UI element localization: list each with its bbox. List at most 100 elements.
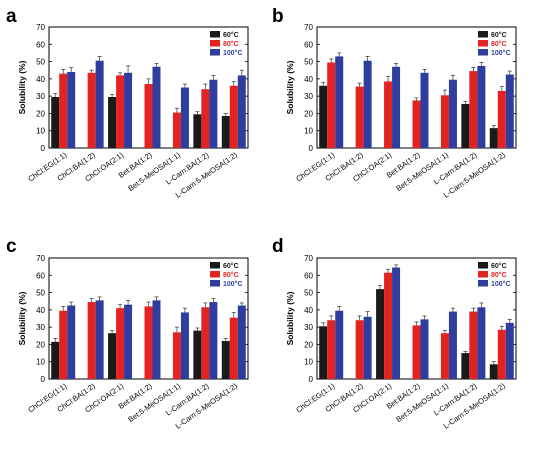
y-tick-label: 60	[36, 271, 45, 280]
legend-entry: 80°C	[491, 271, 507, 279]
bar-c-2-series-3	[95, 300, 104, 379]
legend-entry: 60°C	[491, 262, 507, 270]
y-tick-label: 0	[41, 375, 46, 384]
y-tick-label: 70	[304, 254, 313, 263]
y-tick-label: 30	[36, 92, 45, 101]
bar-d-3-series-1	[376, 289, 385, 379]
y-axis-title: Solubility (%)	[285, 291, 295, 345]
panel-letter: b	[272, 6, 284, 27]
y-tick-label: 40	[304, 75, 313, 84]
y-tick-label: 10	[304, 127, 313, 136]
bar-c-5-series-3	[180, 312, 189, 379]
bar-d-7-series-3	[505, 322, 514, 379]
bar-c-7-series-3	[237, 305, 246, 379]
legend-swatch	[478, 262, 488, 269]
bar-d-7-series-1	[489, 364, 498, 379]
y-axis-title: Solubility (%)	[285, 60, 295, 114]
legend-entry: 80°C	[223, 40, 239, 48]
legend-swatch	[210, 40, 220, 47]
y-tick-label: 60	[304, 40, 313, 49]
y-tick-label: 30	[304, 92, 313, 101]
y-tick-label: 60	[36, 40, 45, 49]
legend-entry: 100°C	[491, 49, 511, 57]
bar-c-6-series-1	[193, 330, 202, 379]
legend-swatch	[210, 262, 220, 269]
bar-b-7-series-3	[505, 74, 514, 148]
y-tick-label: 10	[36, 358, 45, 367]
bar-a-1-series-1	[51, 97, 60, 148]
bar-b-7-series-1	[489, 128, 498, 148]
legend-entry: 60°C	[223, 262, 239, 270]
bar-b-2-series-2	[355, 86, 364, 148]
bar-c-6-series-2	[201, 307, 210, 379]
legend-entry: 60°C	[223, 31, 239, 39]
bar-c-7-series-1	[221, 340, 230, 379]
legend-swatch	[210, 31, 220, 38]
y-tick-label: 0	[309, 144, 314, 153]
bar-b-4-series-2	[412, 100, 421, 148]
legend-entry: 100°C	[491, 280, 511, 288]
y-tick-label: 60	[304, 271, 313, 280]
bar-d-5-series-2	[440, 333, 449, 379]
bar-c-7-series-2	[229, 317, 238, 379]
bar-b-5-series-2	[440, 95, 449, 148]
y-tick-label: 40	[304, 306, 313, 315]
y-tick-label: 30	[36, 323, 45, 332]
y-tick-label: 50	[304, 58, 313, 67]
bar-c-3-series-3	[124, 304, 133, 379]
bar-c-5-series-2	[172, 332, 181, 379]
y-tick-label: 20	[304, 340, 313, 349]
y-tick-label: 70	[36, 254, 45, 263]
bar-b-3-series-2	[384, 81, 393, 148]
bar-b-6-series-3	[477, 65, 486, 148]
bar-d-6-series-2	[469, 311, 478, 379]
bar-b-3-series-3	[392, 66, 401, 148]
panel-letter: d	[272, 236, 284, 257]
legend-swatch	[478, 280, 488, 287]
bar-a-7-series-2	[229, 85, 238, 148]
y-tick-label: 40	[36, 306, 45, 315]
bar-d-4-series-2	[412, 325, 421, 379]
bar-d-2-series-3	[363, 316, 372, 379]
bar-d-3-series-3	[392, 267, 401, 379]
y-tick-label: 50	[36, 58, 45, 67]
legend-entry: 80°C	[223, 271, 239, 279]
y-tick-label: 10	[304, 358, 313, 367]
bar-b-5-series-3	[448, 79, 457, 148]
bar-b-1-series-3	[335, 56, 344, 149]
bar-b-1-series-2	[327, 62, 336, 148]
bar-a-1-series-2	[59, 73, 68, 148]
y-tick-label: 0	[309, 375, 314, 384]
legend-swatch	[210, 280, 220, 287]
y-tick-label: 40	[36, 75, 45, 84]
bar-a-7-series-1	[221, 116, 230, 148]
legend-swatch	[210, 49, 220, 56]
legend-swatch	[478, 31, 488, 38]
bar-d-4-series-3	[420, 319, 429, 379]
bar-a-7-series-3	[237, 75, 246, 148]
bar-d-1-series-2	[327, 320, 336, 379]
legend-entry: 100°C	[223, 280, 243, 288]
bar-b-7-series-2	[497, 90, 506, 148]
bar-b-2-series-3	[363, 60, 372, 149]
bar-c-1-series-2	[59, 310, 68, 379]
y-axis-title: Solubility (%)	[17, 291, 27, 345]
y-tick-label: 70	[304, 23, 313, 32]
bar-b-6-series-1	[461, 103, 470, 148]
y-tick-label: 70	[36, 23, 45, 32]
bar-c-2-series-2	[87, 302, 96, 379]
bar-d-1-series-1	[319, 326, 328, 379]
y-tick-label: 50	[36, 289, 45, 298]
bar-b-1-series-1	[319, 85, 328, 148]
bar-a-6-series-1	[193, 114, 202, 148]
bar-a-5-series-2	[172, 112, 181, 148]
bar-b-4-series-3	[420, 72, 429, 148]
bar-d-3-series-2	[384, 272, 393, 379]
bar-a-6-series-3	[209, 79, 218, 148]
legend-swatch	[478, 49, 488, 56]
bar-c-6-series-3	[209, 302, 218, 379]
bar-a-5-series-3	[180, 87, 189, 148]
bar-a-6-series-2	[201, 89, 210, 148]
y-tick-label: 20	[304, 109, 313, 118]
